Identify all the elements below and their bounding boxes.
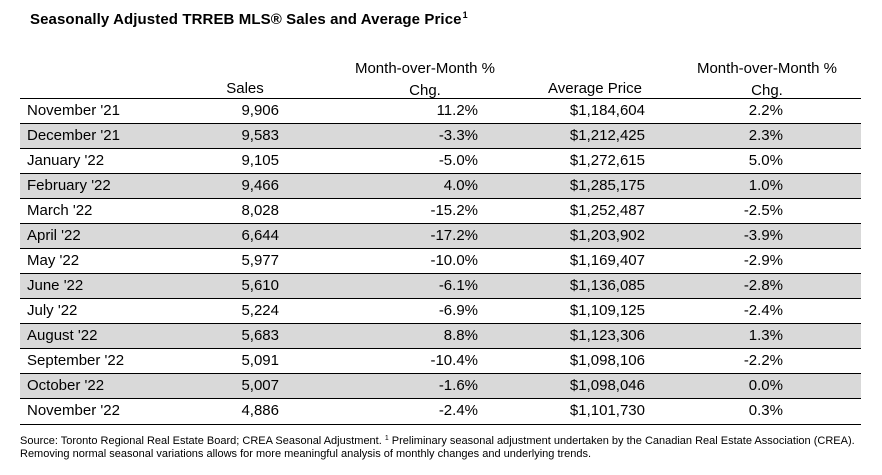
table-row: November '22 4,886 -2.4% $1,101,730 0.3% <box>20 399 861 424</box>
sales-change-cell: -17.2% <box>430 227 478 244</box>
month-cell: October '22 <box>27 377 105 394</box>
sales-change-cell: 11.2% <box>436 102 478 119</box>
average-price-cell: $1,252,487 <box>569 202 645 219</box>
table-row: April '22 6,644 -17.2% $1,203,902 -3.9% <box>20 224 861 249</box>
table-row: June '22 5,610 -6.1% $1,136,085 -2.8% <box>20 274 861 299</box>
month-cell: May '22 <box>27 252 80 269</box>
price-change-cell: 2.2% <box>748 102 783 119</box>
sales-cell: 9,466 <box>241 177 279 194</box>
header-average-price: Average Price <box>548 80 642 97</box>
sales-cell: 4,886 <box>241 402 279 419</box>
source-text-1: Source: Toronto Regional Real Estate Boa… <box>20 435 385 447</box>
table-row: January '22 9,105 -5.0% $1,272,615 5.0% <box>20 149 861 174</box>
month-cell: November '22 <box>27 402 120 419</box>
month-cell: September '22 <box>27 352 125 369</box>
average-price-cell: $1,212,425 <box>569 127 645 144</box>
month-cell: January '22 <box>27 152 105 169</box>
header-sales: Sales <box>226 80 264 97</box>
month-cell: March '22 <box>27 202 93 219</box>
price-change-cell: 2.3% <box>748 127 783 144</box>
sales-change-cell: -10.0% <box>430 252 478 269</box>
sales-change-cell: -6.9% <box>438 302 478 319</box>
average-price-cell: $1,109,125 <box>569 302 645 319</box>
sales-cell: 5,007 <box>241 377 279 394</box>
price-change-cell: 0.3% <box>748 402 783 419</box>
month-cell: April '22 <box>27 227 81 244</box>
table-row: December '21 9,583 -3.3% $1,212,425 2.3% <box>20 124 861 149</box>
month-cell: November '21 <box>27 102 120 119</box>
average-price-cell: $1,098,106 <box>569 352 645 369</box>
average-price-cell: $1,101,730 <box>569 402 645 419</box>
price-change-cell: -2.9% <box>743 252 783 269</box>
sales-cell: 9,906 <box>241 102 279 119</box>
average-price-cell: $1,272,615 <box>569 152 645 169</box>
sales-change-cell: -10.4% <box>430 352 478 369</box>
price-change-cell: -2.2% <box>743 352 783 369</box>
sales-cell: 6,644 <box>241 227 279 244</box>
source-note: Source: Toronto Regional Real Estate Boa… <box>20 432 865 461</box>
sales-change-cell: 8.8% <box>443 327 478 344</box>
average-price-cell: $1,098,046 <box>569 377 645 394</box>
header-mom-price: Month-over-Month % Chg. <box>696 60 838 99</box>
sales-change-cell: -3.3% <box>438 127 478 144</box>
sales-cell: 5,683 <box>241 327 279 344</box>
sales-cell: 8,028 <box>241 202 279 219</box>
source-footnote-marker: 1 <box>384 435 389 442</box>
table-row: September '22 5,091 -10.4% $1,098,106 -2.2% <box>20 349 861 374</box>
sales-change-cell: -1.6% <box>438 377 478 394</box>
average-price-cell: $1,184,604 <box>569 102 645 119</box>
price-change-cell: -2.5% <box>743 202 783 219</box>
price-change-cell: 1.0% <box>748 177 783 194</box>
average-price-cell: $1,203,902 <box>569 227 645 244</box>
table-row: November '21 9,906 11.2% $1,184,604 2.2% <box>20 99 861 124</box>
sales-cell: 5,610 <box>241 277 279 294</box>
table-row: July '22 5,224 -6.9% $1,109,125 -2.4% <box>20 299 861 324</box>
month-cell: June '22 <box>27 277 84 294</box>
sales-table: November '21 9,906 11.2% $1,184,604 2.2% Dece… <box>20 98 861 425</box>
table-row: March '22 8,028 -15.2% $1,252,487 -2.5% <box>20 199 861 224</box>
table-row: May '22 5,977 -10.0% $1,169,407 -2.9% <box>20 249 861 274</box>
sales-change-cell: -15.2% <box>430 202 478 219</box>
price-change-cell: 5.0% <box>748 152 783 169</box>
price-change-cell: -2.4% <box>743 302 783 319</box>
table-row: February '22 9,466 4.0% $1,285,175 1.0% <box>20 174 861 199</box>
sales-cell: 5,977 <box>241 252 279 269</box>
sales-cell: 5,091 <box>241 352 279 369</box>
price-change-cell: -3.9% <box>743 227 783 244</box>
sales-cell: 9,105 <box>241 152 279 169</box>
month-cell: February '22 <box>27 177 111 194</box>
title-footnote-marker: 1 <box>462 10 468 20</box>
month-cell: August '22 <box>27 327 98 344</box>
price-change-cell: 0.0% <box>748 377 783 394</box>
average-price-cell: $1,285,175 <box>569 177 645 194</box>
average-price-cell: $1,123,306 <box>569 327 645 344</box>
average-price-cell: $1,169,407 <box>569 252 645 269</box>
month-cell: July '22 <box>27 302 78 319</box>
sales-change-cell: -5.0% <box>438 152 478 169</box>
table-row: October '22 5,007 -1.6% $1,098,046 0.0% <box>20 374 861 399</box>
sales-change-cell: -6.1% <box>438 277 478 294</box>
table-title: Seasonally Adjusted TRREB MLS® Sales and… <box>30 10 468 28</box>
price-change-cell: 1.3% <box>748 327 783 344</box>
price-change-cell: -2.8% <box>743 277 783 294</box>
sales-cell: 5,224 <box>241 302 279 319</box>
sales-change-cell: -2.4% <box>438 402 478 419</box>
sales-change-cell: 4.0% <box>443 177 478 194</box>
table-row: August '22 5,683 8.8% $1,123,306 1.3% <box>20 324 861 349</box>
average-price-cell: $1,136,085 <box>569 277 645 294</box>
sales-cell: 9,583 <box>241 127 279 144</box>
table-title-text: Seasonally Adjusted TRREB MLS® Sales and… <box>30 11 462 28</box>
source-text-2: Preliminary seasonal adjustment undertak… <box>20 435 855 460</box>
header-mom-sales: Month-over-Month % Chg. <box>354 60 496 99</box>
month-cell: December '21 <box>27 127 120 144</box>
